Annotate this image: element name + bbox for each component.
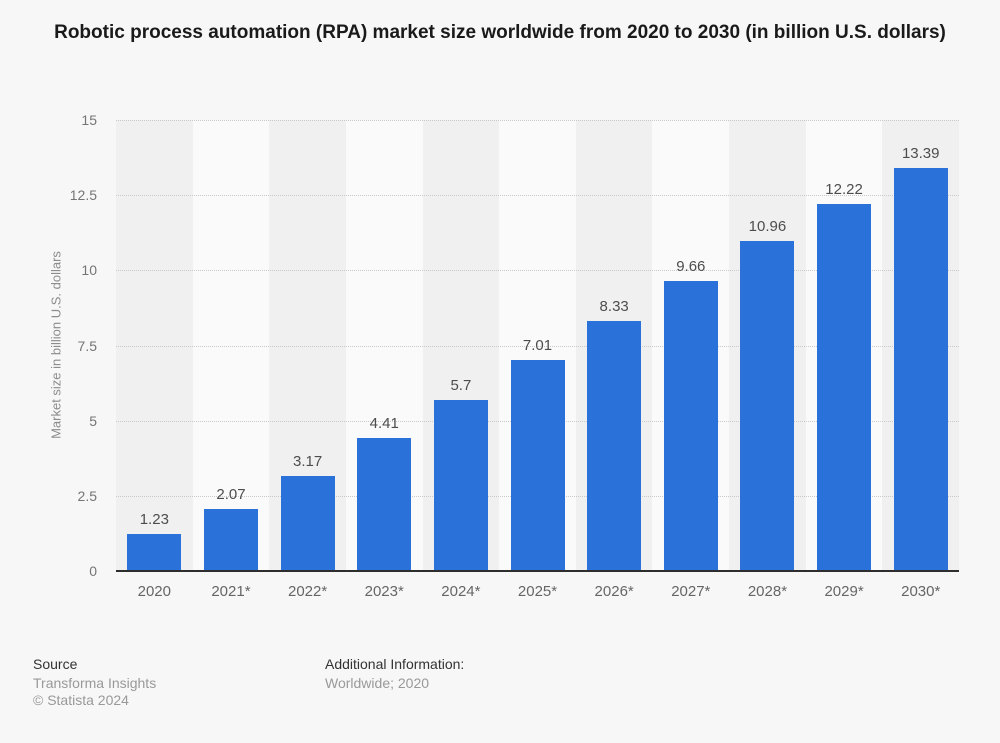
bar xyxy=(433,399,488,571)
x-tick-label: 2022* xyxy=(287,583,328,600)
gridline xyxy=(116,345,959,347)
bar-value-label: 7.01 xyxy=(522,337,553,355)
y-tick-label: 10 xyxy=(81,262,97,279)
source-name: Transforma Insights xyxy=(33,675,157,691)
x-axis-tick-labels: 2020 2021* 2022* 2023* 2024* 2025* 2026* 2027* 2… xyxy=(116,583,959,600)
copyright-notice: © Statista 2024 xyxy=(33,692,129,708)
bar xyxy=(587,320,642,571)
gridline xyxy=(116,195,959,197)
x-tick-label: 2021* xyxy=(211,583,251,600)
x-axis-baseline xyxy=(116,570,959,572)
bar-column: 3.17 xyxy=(269,120,346,571)
gridline xyxy=(116,270,959,272)
bar-value-label: 9.66 xyxy=(676,257,706,275)
x-tick-label: 2025* xyxy=(517,583,558,600)
bar-column: 5.7 xyxy=(423,120,500,571)
bar-column: 4.41 xyxy=(346,120,423,571)
bar xyxy=(357,438,412,571)
bar xyxy=(817,203,872,571)
bar-value-label: 1.23 xyxy=(139,511,169,529)
bar xyxy=(280,475,335,571)
x-tick-label: 2027* xyxy=(671,583,711,600)
x-tick-label: 2024* xyxy=(441,583,481,600)
gridline xyxy=(116,120,959,121)
bar-value-label: 2.07 xyxy=(216,485,246,503)
bar-value-label: 4.41 xyxy=(369,415,399,433)
bar-column: 13.39 xyxy=(882,120,959,571)
source-label: Source xyxy=(33,656,78,672)
additional-information-value: Worldwide; 2020 xyxy=(325,675,430,691)
bar xyxy=(127,534,182,571)
additional-information-label: Additional Information: xyxy=(325,656,465,672)
bar-value-label: 12.22 xyxy=(825,180,863,198)
bar-value-label: 10.96 xyxy=(748,218,787,236)
x-tick-label: 2029* xyxy=(824,583,864,600)
bar-value-label: 8.33 xyxy=(599,297,629,315)
bar-column: 1.23 xyxy=(116,120,193,571)
y-tick-label: 15 xyxy=(81,112,97,128)
y-tick-label: 7.5 xyxy=(77,337,97,354)
x-tick-label: 2026* xyxy=(594,583,634,600)
x-tick-label: 2020 xyxy=(137,583,171,600)
y-tick-label: 12.5 xyxy=(69,187,97,204)
y-tick-label: 5 xyxy=(89,412,97,429)
plot-area: 1.23 2.07 3.17 4.41 5.7 7.01 8.33 9.66 10.96 12.2… xyxy=(116,120,960,572)
x-tick-label: 2023* xyxy=(364,583,404,600)
bar xyxy=(663,280,718,571)
bar xyxy=(203,508,258,571)
bar-column: 7.01 xyxy=(499,120,576,571)
x-tick-label: 2030* xyxy=(901,583,941,600)
bar-value-label: 3.17 xyxy=(292,452,323,470)
bar xyxy=(510,360,565,571)
bar-column: 10.96 xyxy=(729,120,806,571)
y-tick-label: 2.5 xyxy=(77,487,97,504)
bar-column: 8.33 xyxy=(576,120,653,571)
chart-title: Robotic process automation (RPA) market … xyxy=(54,22,946,43)
bar-column: 12.22 xyxy=(806,120,883,571)
bar-series: 1.23 2.07 3.17 4.41 5.7 7.01 8.33 9.66 10.96 12.2… xyxy=(116,120,959,571)
x-tick-label: 2028* xyxy=(747,583,788,600)
bar-value-label: 5.7 xyxy=(450,376,472,394)
bar xyxy=(893,168,948,571)
bar xyxy=(740,241,795,571)
bar-value-label: 13.39 xyxy=(901,145,940,163)
y-tick-label: 0 xyxy=(89,563,97,579)
bar-column: 9.66 xyxy=(652,120,729,571)
bar-column: 2.07 xyxy=(193,120,270,571)
